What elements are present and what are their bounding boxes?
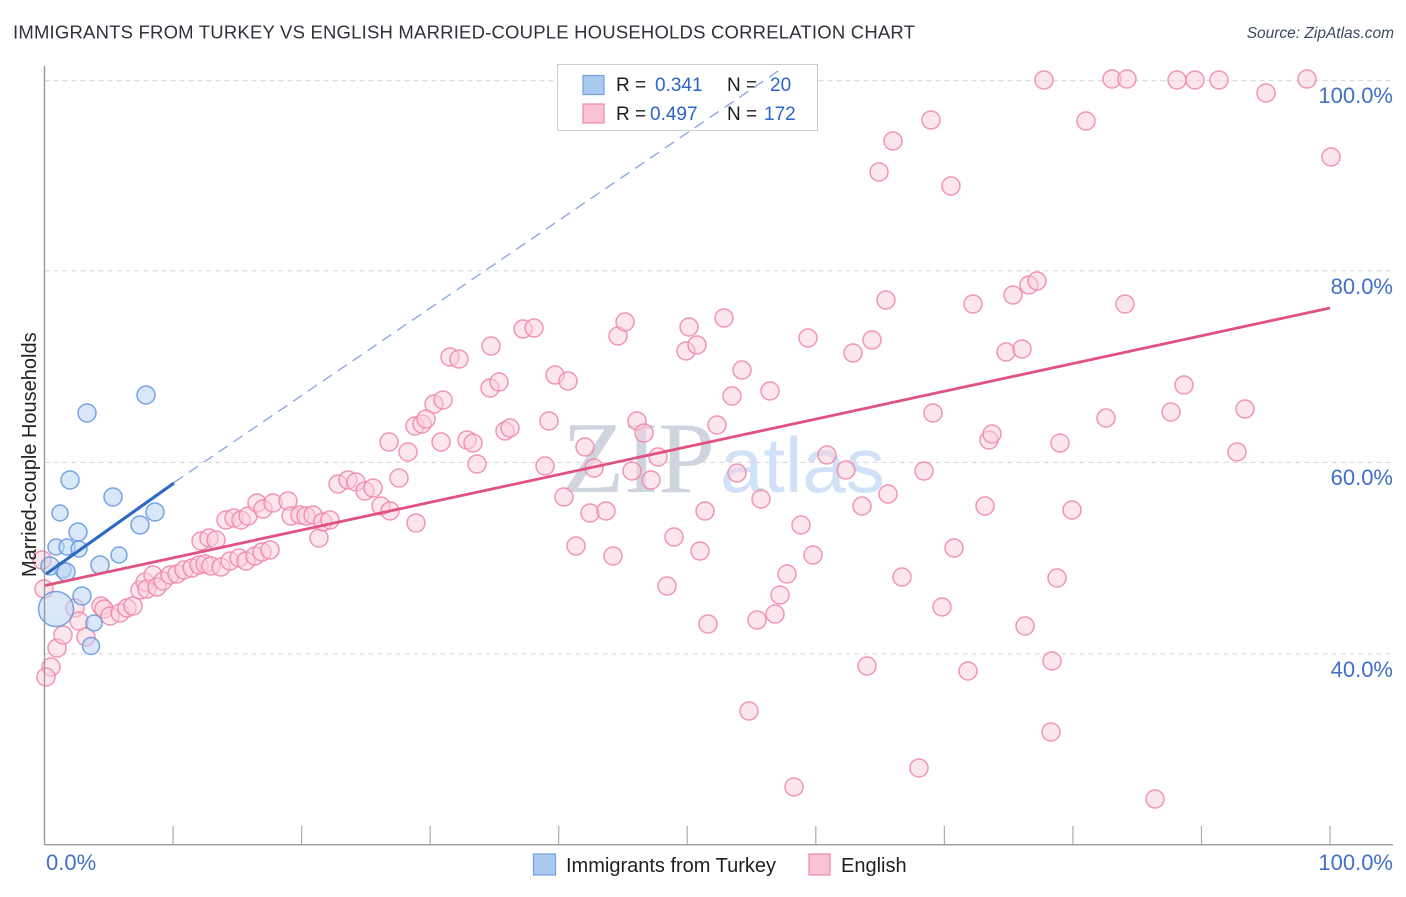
svg-text:40.0%: 40.0%: [1331, 657, 1393, 682]
svg-text:Source: ZipAtlas.com: Source: ZipAtlas.com: [1247, 25, 1394, 42]
svg-text:80.0%: 80.0%: [1331, 274, 1393, 299]
svg-text:Immigrants from Turkey: Immigrants from Turkey: [566, 855, 776, 877]
svg-text:IMMIGRANTS FROM TURKEY VS ENGL: IMMIGRANTS FROM TURKEY VS ENGLISH MARRIE…: [13, 22, 915, 43]
svg-text:N =: N =: [727, 75, 757, 96]
svg-text:100.0%: 100.0%: [1318, 850, 1393, 875]
svg-text:20: 20: [770, 75, 791, 96]
svg-text:172: 172: [764, 104, 796, 125]
svg-text:100.0%: 100.0%: [1318, 83, 1393, 108]
svg-text:atlas: atlas: [720, 421, 885, 509]
svg-text:R =: R =: [616, 75, 646, 96]
svg-text:0.0%: 0.0%: [46, 850, 96, 875]
svg-text:0.497: 0.497: [650, 104, 698, 125]
svg-text:R =: R =: [616, 104, 646, 125]
svg-text:Married-couple Households: Married-couple Households: [19, 332, 41, 577]
svg-text:0.341: 0.341: [655, 75, 703, 96]
svg-text:English: English: [841, 855, 907, 877]
svg-text:60.0%: 60.0%: [1331, 465, 1393, 490]
svg-text:N =: N =: [727, 104, 757, 125]
